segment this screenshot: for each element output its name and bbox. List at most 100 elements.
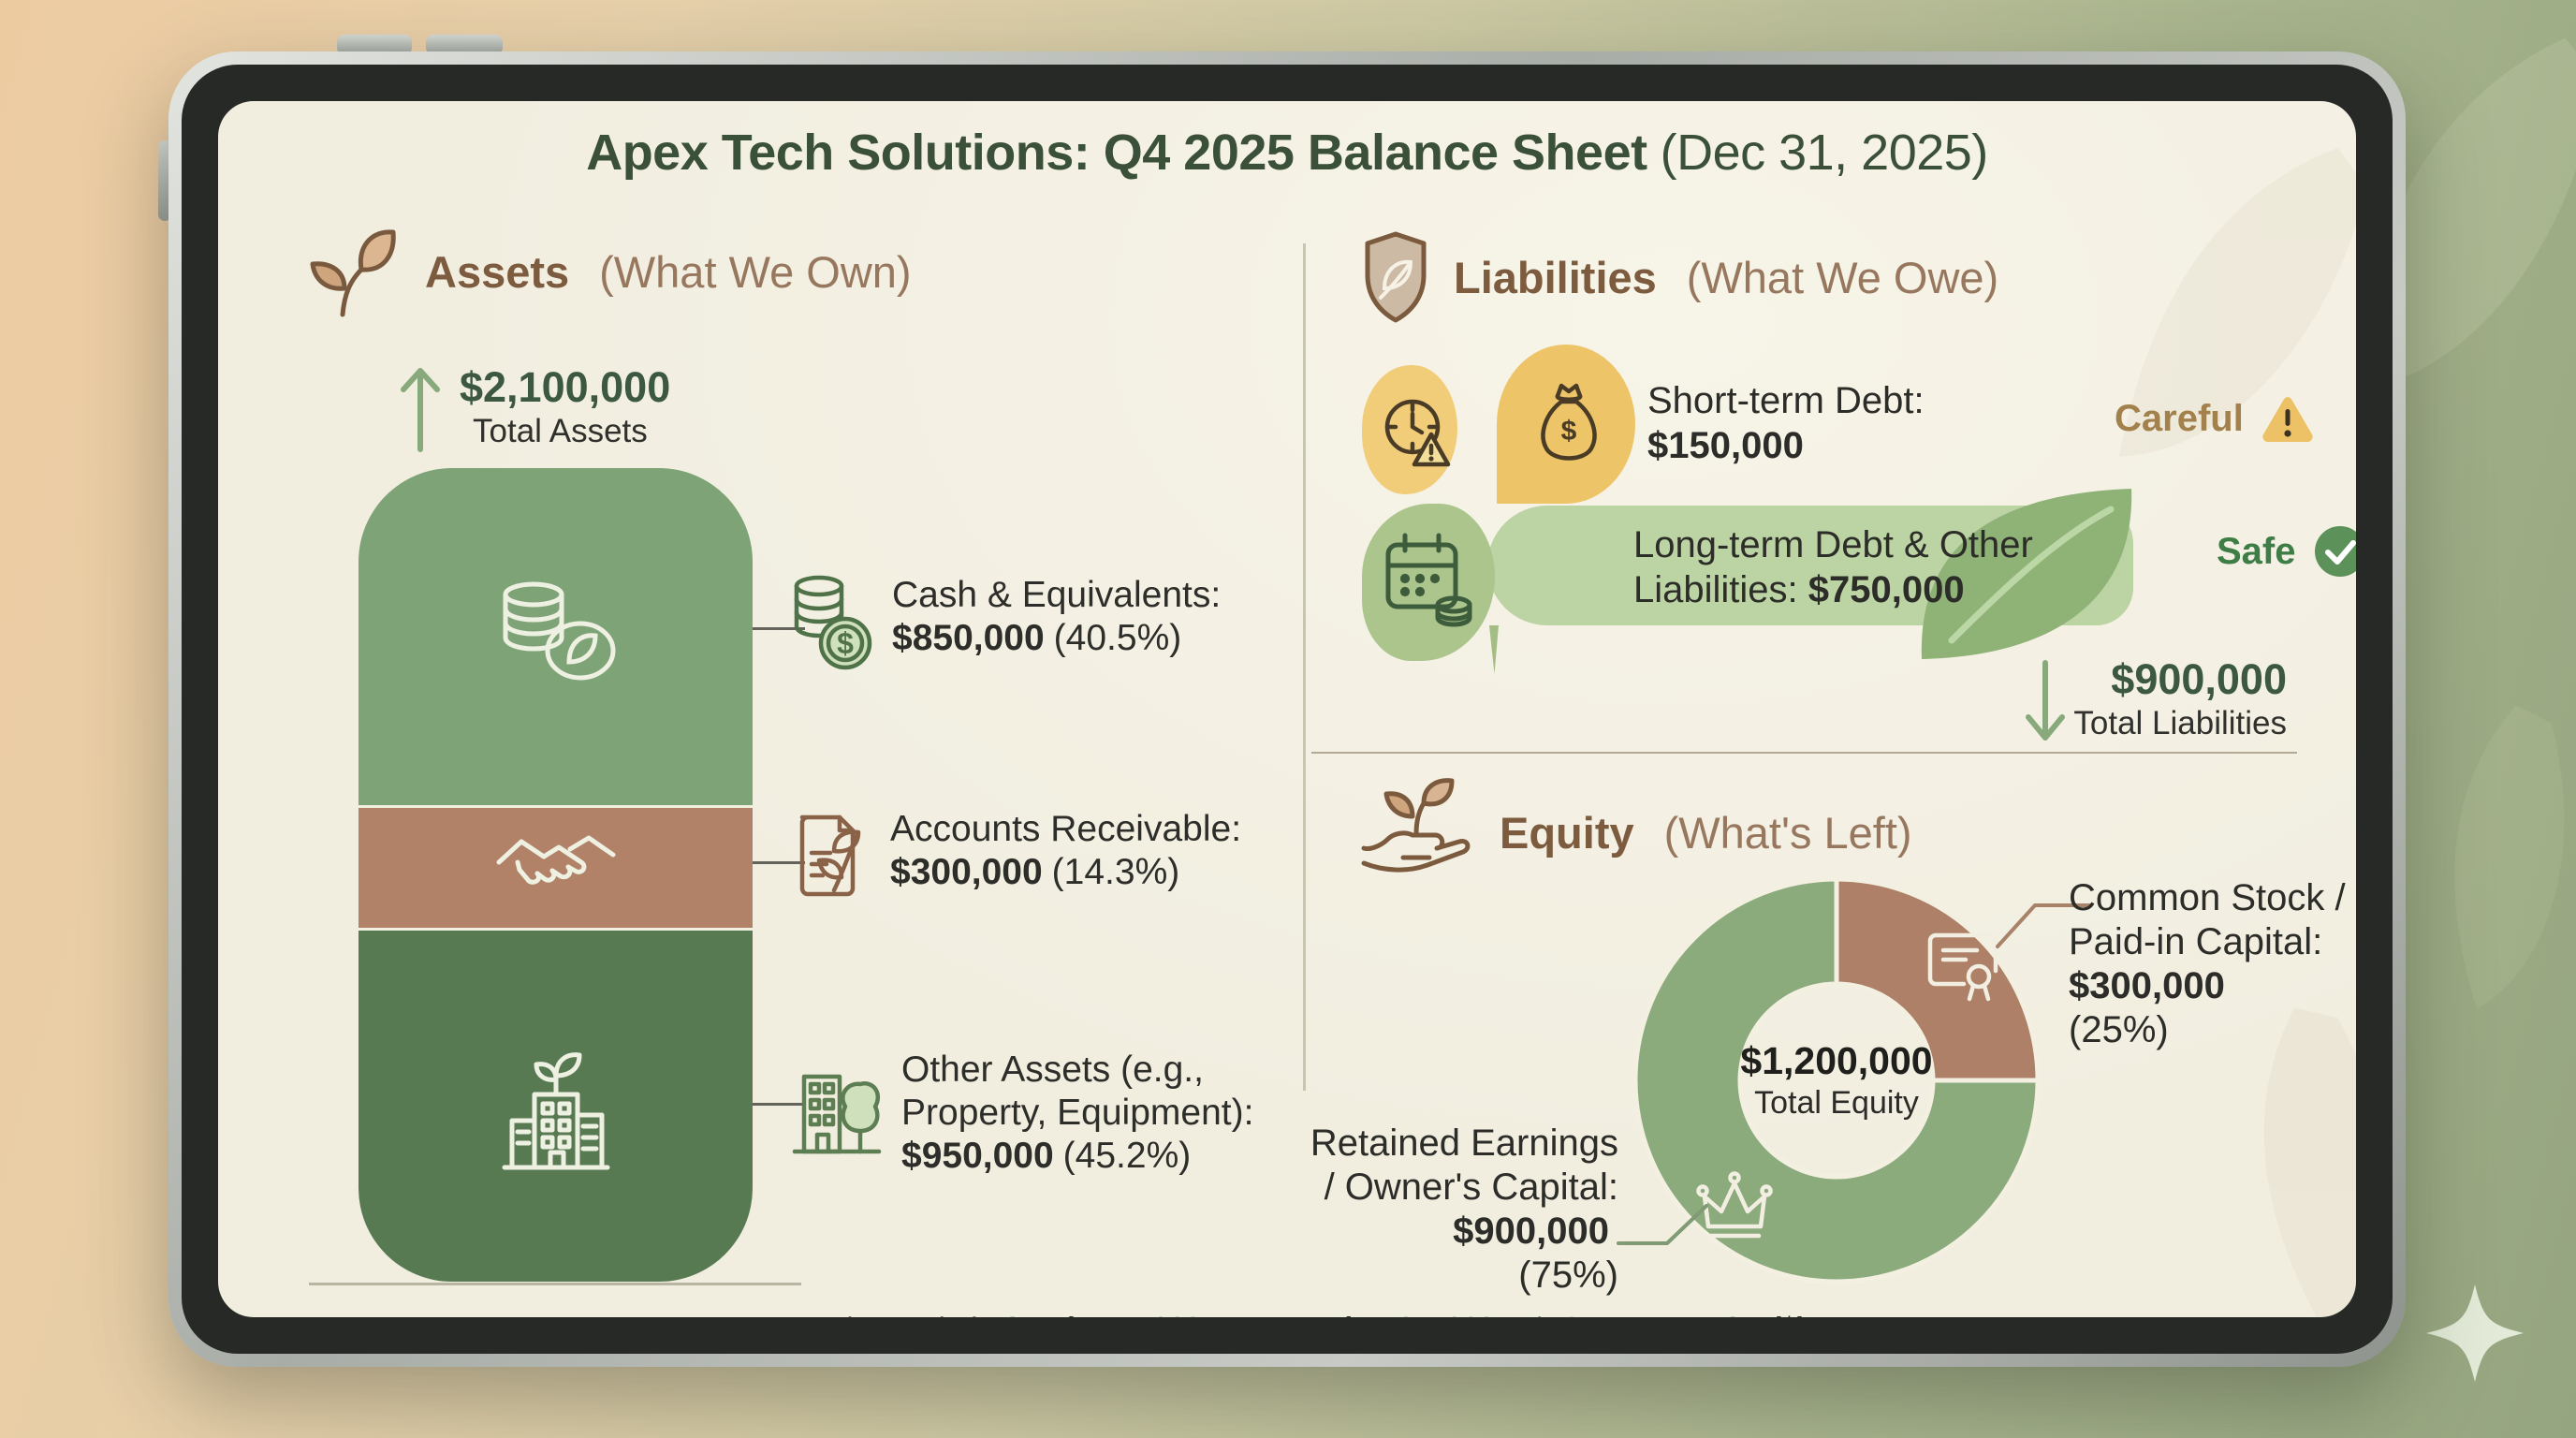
equity-item-label-line2: / Owner's Capital: — [1324, 1167, 1618, 1208]
page-title-main: Apex Tech Solutions: Q4 2025 Balance She… — [586, 125, 1647, 181]
liabilities-subheading: (What We Owe) — [1686, 252, 1999, 302]
equity-item-retained-earnings: Retained Earnings / Owner's Capital: $90… — [1197, 1122, 1618, 1298]
crown-icon — [1693, 1170, 1776, 1248]
footer-separator: | — [1536, 1311, 1544, 1317]
calendar-coins-icon — [1379, 528, 1482, 639]
liabilities-section-header: Liabilities (What We Owe) — [1362, 230, 1998, 324]
background-leaf-decoration — [2454, 705, 2565, 1009]
asset-item-text: Cash & Equivalents: $850,000 (40.5%) — [892, 574, 1302, 660]
report-footer: Reporting Period: October 1, 2025 – Dece… — [218, 1311, 2356, 1317]
safe-badge: Safe — [2217, 524, 2356, 579]
document-leaves-icon — [791, 808, 871, 906]
check-circle-icon — [2314, 526, 2356, 577]
donut-center-text: $1,200,000 Total Equity — [1631, 874, 2042, 1286]
period-value: October 1, 2025 – December 31, 2025 — [1002, 1311, 1512, 1317]
certificate-icon — [1923, 922, 2003, 1007]
screen-watermark-leaf — [2118, 147, 2356, 457]
asset-item-other: Other Assets (e.g., Property, Equipment)… — [791, 1049, 1311, 1178]
page-title-date: (Dec 31, 2025) — [1660, 125, 1989, 181]
equity-item-label-line1: Common Stock / — [2069, 877, 2346, 918]
currency-value: USD ($) — [1702, 1311, 1807, 1317]
equity-item-pct: (25%) — [2069, 1009, 2169, 1050]
asset-item-text: Other Assets (e.g., Property, Equipment)… — [901, 1049, 1311, 1178]
total-equity-value: $1,200,000 — [1740, 1039, 1933, 1082]
connector-line-receivable — [753, 861, 805, 864]
total-assets: $2,100,000 Total Assets — [398, 363, 670, 453]
long-term-label-line1: Long-term Debt & Other — [1633, 524, 2033, 565]
equity-item-label-line1: Retained Earnings — [1310, 1123, 1618, 1164]
total-assets-value: $2,100,000 — [460, 363, 671, 411]
arrow-down-icon — [2023, 659, 2068, 750]
equity-section-header: Equity (What's Left) — [1358, 777, 1912, 888]
tablet-bezel: Apex Tech Solutions: Q4 2025 Balance She… — [182, 65, 2393, 1354]
long-term-value: $750,000 — [1808, 569, 1965, 610]
screen-watermark-leaf — [2263, 1007, 2356, 1317]
careful-label: Careful — [2115, 397, 2244, 439]
clock-alert-icon — [1379, 393, 1457, 477]
building-tree-icon — [791, 1049, 883, 1162]
total-liabilities-value: $900,000 — [2111, 655, 2287, 703]
short-term-value: $150,000 — [1647, 425, 1804, 466]
asset-item-pct: (45.2%) — [1062, 1136, 1192, 1176]
connector-common-stock — [1996, 903, 2091, 948]
bar-segment-cash — [359, 468, 753, 805]
svg-text:$: $ — [837, 626, 854, 660]
asset-item-pct: (14.3%) — [1051, 852, 1180, 892]
liabilities-heading: Liabilities — [1454, 252, 1657, 302]
equity-subheading: (What's Left) — [1663, 807, 1912, 858]
long-term-leaf-chip — [1362, 504, 1495, 661]
total-liabilities: $900,000 Total Liabilities — [2053, 655, 2287, 743]
hand-sprout-icon — [1361, 778, 1471, 873]
asset-item-label: Other Assets (e.g., Property, Equipment)… — [901, 1049, 1254, 1133]
assets-heading: Assets — [425, 246, 570, 297]
tablet-volume-button — [426, 35, 503, 55]
equity-item-label-line2: Paid-in Capital: — [2069, 921, 2323, 962]
shield-leaf-icon — [1365, 231, 1427, 323]
asset-item-text: Accounts Receivable: $300,000 (14.3%) — [890, 808, 1300, 894]
warning-triangle-icon — [2262, 397, 2313, 442]
equity-heading: Equity — [1500, 807, 1634, 858]
total-liabilities-label: Total Liabilities — [2073, 705, 2287, 741]
section-divider — [1311, 752, 2297, 754]
connector-retained-earnings — [1617, 1204, 1708, 1245]
coins-leaf-icon — [503, 581, 615, 681]
banner-leaf-icon — [1921, 489, 2132, 659]
page-title: Apex Tech Solutions: Q4 2025 Balance She… — [218, 124, 2356, 182]
total-assets-label: Total Assets — [473, 413, 648, 449]
donut-slice-common-stock — [1834, 876, 2041, 1083]
equity-item-common-stock: Common Stock / Paid-in Capital: $300,000… — [2069, 876, 2356, 1052]
equity-item-value: $900,000 — [1453, 1211, 1609, 1252]
equity-item-pct: (75%) — [1518, 1255, 1618, 1296]
assets-stacked-bar — [359, 468, 753, 1282]
asset-item-label: Accounts Receivable: — [890, 809, 1242, 849]
connector-line-other — [753, 1103, 805, 1106]
long-term-debt-item: Long-term Debt & Other Liabilities: $750… — [1633, 522, 2033, 612]
long-term-stem — [1489, 625, 1499, 674]
asset-item-receivable: Accounts Receivable: $300,000 (14.3%) — [791, 808, 1300, 906]
coins-dollar-icon: $ — [791, 574, 873, 678]
short-term-debt-item: Short-term Debt: $150,000 — [1647, 378, 1925, 468]
asset-item-value: $950,000 — [901, 1136, 1054, 1176]
equity-item-value: $300,000 — [2069, 965, 2225, 1006]
connector-line-cash — [753, 627, 805, 630]
money-bag-icon: $ — [1532, 380, 1605, 473]
balance-sheet-infographic: Apex Tech Solutions: Q4 2025 Balance She… — [218, 101, 2356, 1317]
currency-label: Currency: — [1560, 1311, 1686, 1317]
asset-item-pct: (40.5%) — [1053, 618, 1182, 658]
column-divider — [1303, 243, 1306, 1091]
long-term-label-prefix: Liabilities: — [1633, 569, 1808, 610]
safe-label: Safe — [2217, 530, 2296, 572]
careful-badge: Careful — [2115, 393, 2315, 444]
building-sprout-icon — [502, 1052, 609, 1170]
handshake-icon — [496, 835, 615, 885]
arrow-up-icon — [401, 368, 440, 452]
assets-subheading: (What We Own) — [599, 246, 912, 297]
asset-item-cash: $ Cash & Equivalents: $850,000 (40.5%) — [791, 574, 1302, 678]
background-leaf-decoration — [2349, 37, 2576, 392]
assets-section-header: Assets (What We Own) — [307, 225, 912, 318]
tablet-volume-button — [337, 35, 412, 55]
bar-segment-receivable — [359, 805, 753, 931]
asset-item-value: $850,000 — [892, 618, 1045, 658]
short-term-petal — [1497, 345, 1635, 504]
